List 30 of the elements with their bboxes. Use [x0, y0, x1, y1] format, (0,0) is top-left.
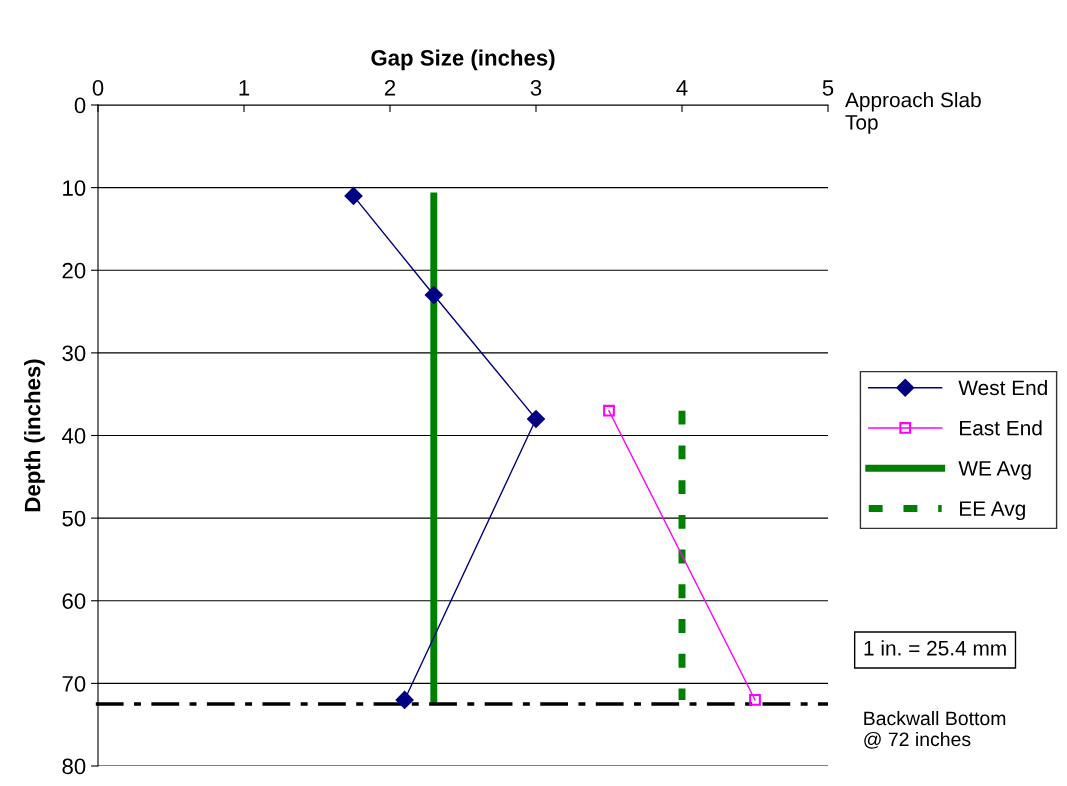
- y-axis-title: Depth (inches): [24, 359, 45, 512]
- point: [344, 186, 363, 205]
- y-tick-label: 50: [62, 510, 86, 527]
- y-tick-label: 30: [62, 345, 86, 362]
- y-tick-label: 60: [62, 593, 86, 610]
- x-tick-label: 3: [530, 80, 542, 96]
- y-tick-label: 40: [61, 428, 86, 444]
- legend-label: WE Avg: [958, 461, 1031, 480]
- point: [395, 691, 414, 709]
- point: [749, 694, 761, 706]
- x-tick-label: 0: [92, 80, 104, 96]
- y-tick-label: 20: [62, 262, 86, 279]
- legend-label: West End: [958, 379, 1047, 396]
- point: [603, 404, 615, 417]
- y-tick-label: 70: [62, 675, 86, 692]
- text: 1 in. = 25.4 mm: [864, 640, 1006, 656]
- legend-label: EE Avg: [960, 501, 1025, 521]
- ref-line-label: Backwall Bottom @ 72 inches: [864, 710, 1006, 749]
- x-tick-label: 2: [384, 80, 396, 96]
- y-tick-label: 80: [62, 758, 86, 775]
- point: [527, 410, 545, 428]
- point: [424, 286, 443, 304]
- y-tick-label: 10: [63, 180, 86, 196]
- y-tick-label: 0: [74, 97, 86, 114]
- text: Approach Slab Top: [845, 92, 981, 134]
- x-tick-label: 4: [676, 80, 688, 96]
- x-tick-label: 1: [239, 80, 250, 96]
- x-tick-label: 5: [822, 80, 834, 96]
- legend-label: East End: [960, 420, 1042, 436]
- x-axis-title: Gap Size (inches): [371, 49, 555, 71]
